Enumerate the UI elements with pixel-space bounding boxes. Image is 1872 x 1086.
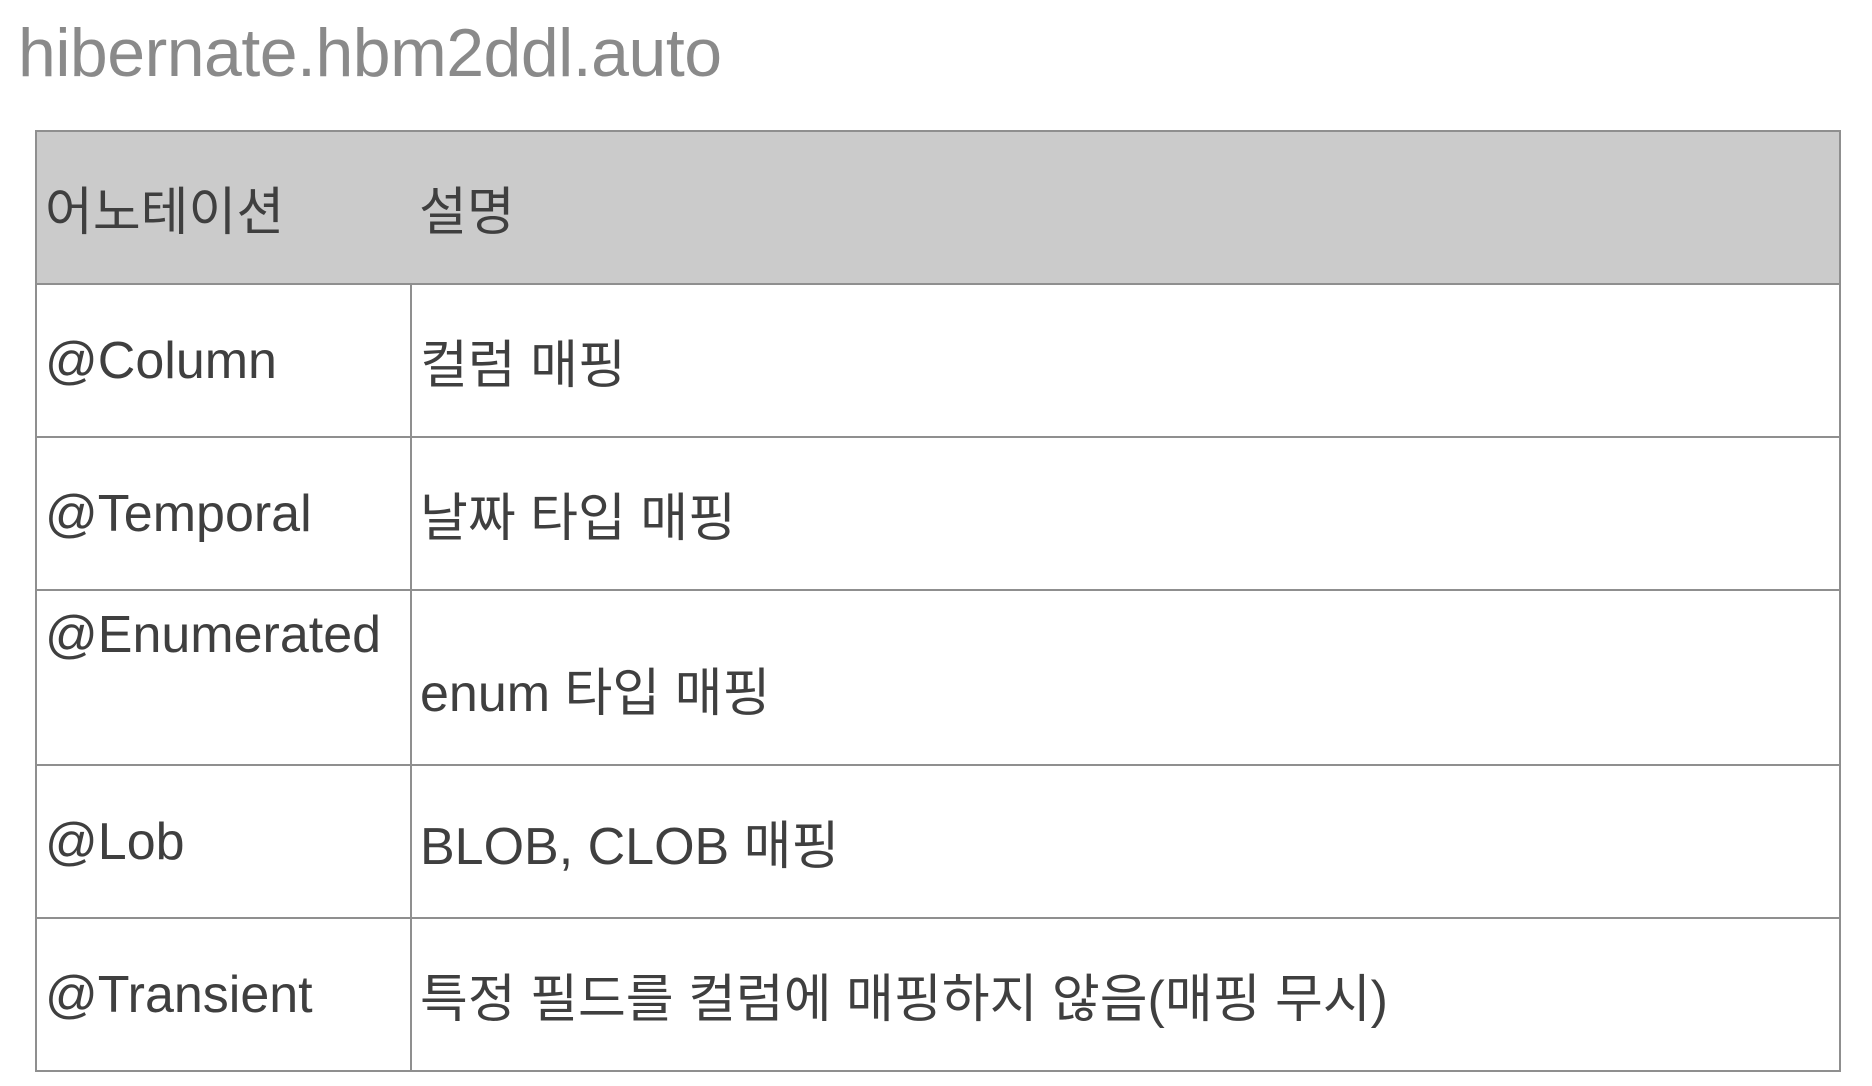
annotation-cell: @Transient — [35, 917, 412, 1072]
table-row: @Enumerated enum 타입 매핑 — [35, 589, 1841, 766]
header-row: 어노테이션 설명 — [35, 130, 1841, 285]
description-cell: enum 타입 매핑 — [410, 589, 1841, 766]
header-annotation: 어노테이션 — [35, 130, 411, 285]
table-row: @Temporal 날짜 타입 매핑 — [35, 436, 1841, 591]
annotation-cell: @Lob — [35, 764, 412, 919]
table-header: 어노테이션 설명 — [35, 130, 1841, 285]
table-row: @Transient 특정 필드를 컬럼에 매핑하지 않음(매핑 무시) — [35, 917, 1841, 1072]
table-row: @Column 컬럼 매핑 — [35, 283, 1841, 438]
description-cell: 특정 필드를 컬럼에 매핑하지 않음(매핑 무시) — [410, 917, 1841, 1072]
description-cell: 컬럼 매핑 — [410, 283, 1841, 438]
table-body: @Column 컬럼 매핑 @Temporal 날짜 타입 매핑 @Enumer… — [35, 283, 1841, 1072]
table-row: @Lob BLOB, CLOB 매핑 — [35, 764, 1841, 919]
annotation-cell: @Temporal — [35, 436, 412, 591]
header-description: 설명 — [411, 130, 1841, 285]
annotation-mapping-table: 어노테이션 설명 @Column 컬럼 매핑 @Temporal 날짜 타입 매… — [35, 130, 1841, 1072]
page-title: hibernate.hbm2ddl.auto — [18, 15, 722, 91]
annotation-cell: @Column — [35, 283, 412, 438]
annotation-cell: @Enumerated — [35, 589, 412, 766]
description-cell: 날짜 타입 매핑 — [410, 436, 1841, 591]
description-cell: BLOB, CLOB 매핑 — [410, 764, 1841, 919]
